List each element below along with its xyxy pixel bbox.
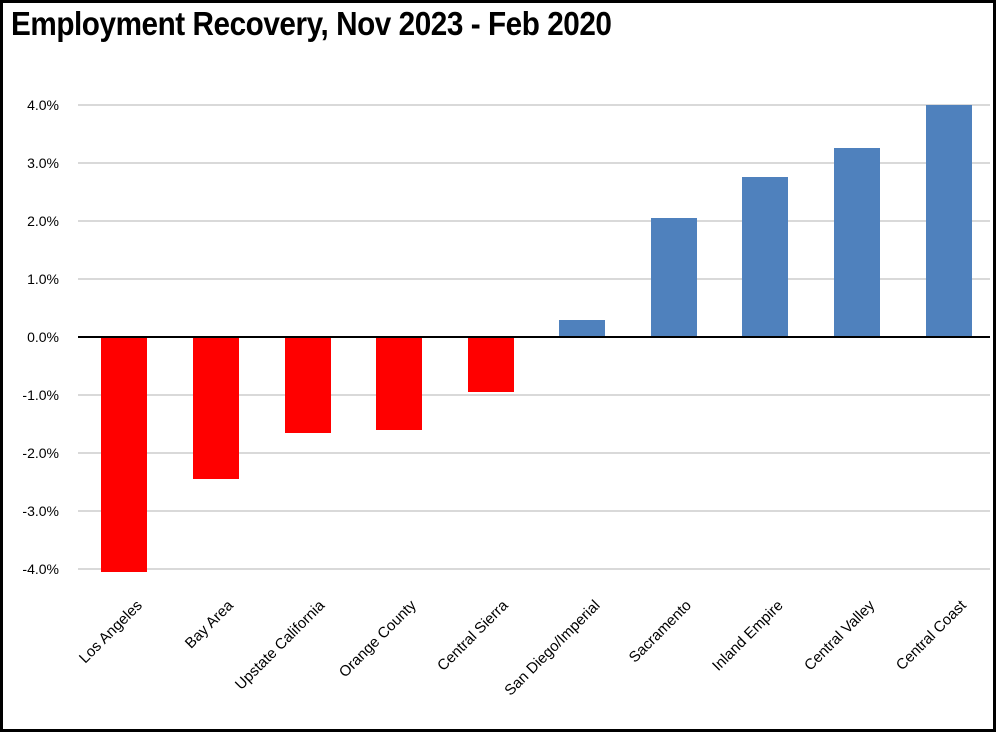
x-axis-label: Bay Area	[181, 597, 238, 653]
gridline	[78, 568, 990, 571]
x-axis-label: Los Angeles	[75, 597, 146, 667]
bar-central-coast	[925, 104, 972, 337]
gridline	[78, 161, 990, 164]
x-axis-label: Central Valley	[800, 597, 878, 675]
x-axis-label: Sacramento	[625, 597, 695, 667]
plot-area: 4.0% 3.0% 2.0% 1.0% 0.0% -1.0% -2.0% -3.0% -4.0%…	[3, 3, 993, 729]
y-axis-label: 1.0%	[27, 270, 59, 287]
bar-central-sierra	[467, 337, 514, 393]
bar-central-valley	[833, 148, 880, 337]
x-axis-label: Central Coast	[892, 597, 970, 674]
x-axis-label: Central Sierra	[434, 597, 512, 675]
bar-san-diego-imperial	[559, 319, 606, 337]
y-axis-label: -4.0%	[22, 561, 59, 578]
gridline	[78, 103, 990, 106]
x-axis-label: Upstate California	[232, 597, 329, 694]
y-axis-label: -1.0%	[22, 387, 59, 404]
x-axis-label: San Diego/Imperial	[501, 597, 604, 700]
y-axis-label: -3.0%	[22, 503, 59, 520]
bar-orange-county	[376, 337, 423, 430]
gridline	[78, 452, 990, 455]
y-axis-label: 4.0%	[27, 96, 59, 113]
x-axis-label: Orange County	[336, 597, 421, 681]
gridline	[78, 510, 990, 513]
bar-los-angeles	[101, 337, 148, 573]
gridline	[78, 219, 990, 222]
y-axis-label: -2.0%	[22, 445, 59, 462]
chart-title: Employment Recovery, Nov 2023 - Feb 2020	[11, 5, 612, 42]
bar-sacramento	[650, 217, 697, 337]
gridline	[78, 277, 990, 280]
bar-upstate-california	[284, 337, 331, 433]
y-axis-label: 3.0%	[27, 154, 59, 171]
gridline	[78, 394, 990, 397]
bar-inland-empire	[742, 177, 789, 337]
bar-bay-area	[192, 337, 239, 480]
x-axis-line	[78, 336, 990, 338]
y-axis-label: 0.0%	[27, 329, 59, 345]
y-axis-label: 2.0%	[27, 212, 59, 229]
x-axis-label: Inland Empire	[708, 597, 787, 675]
